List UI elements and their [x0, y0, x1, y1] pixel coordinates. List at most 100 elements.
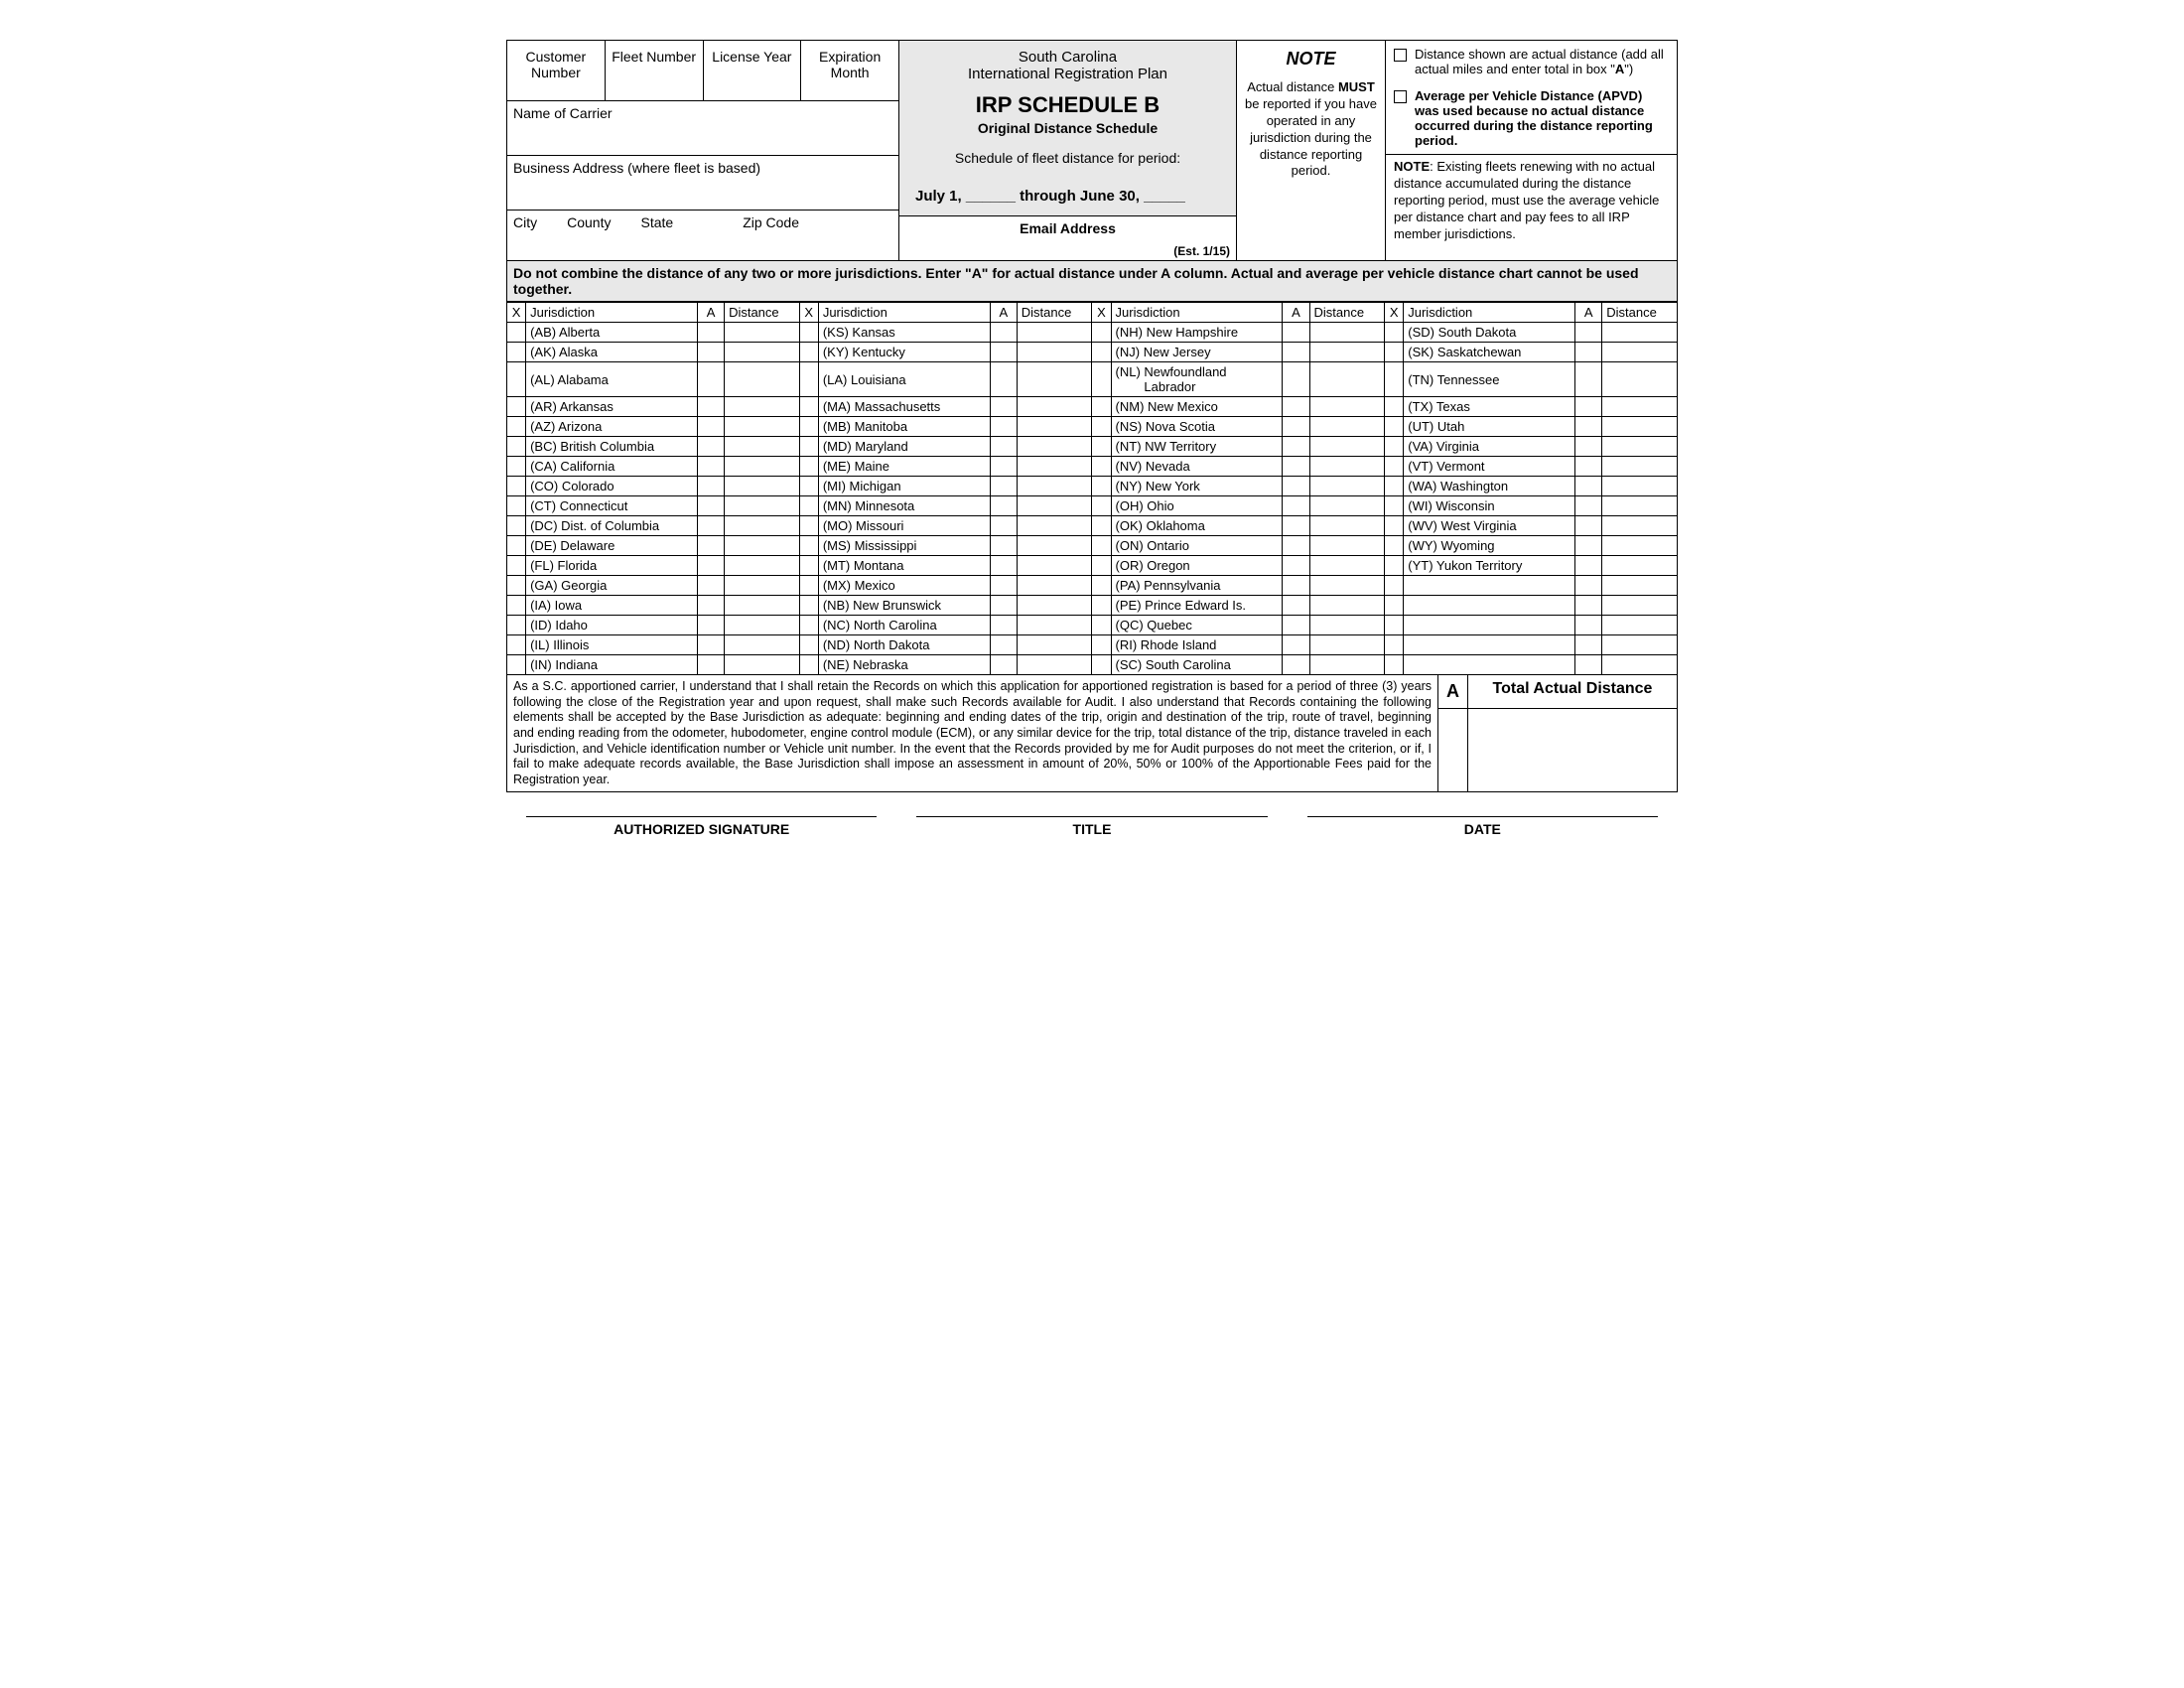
- x-cell[interactable]: [799, 596, 818, 616]
- x-cell[interactable]: [507, 343, 526, 362]
- x-cell[interactable]: [1092, 635, 1111, 655]
- a-cell[interactable]: [1575, 343, 1602, 362]
- x-cell[interactable]: [1092, 397, 1111, 417]
- distance-cell[interactable]: [1309, 635, 1385, 655]
- x-cell[interactable]: [507, 556, 526, 576]
- distance-cell[interactable]: [1309, 576, 1385, 596]
- a-cell[interactable]: [698, 616, 725, 635]
- x-cell[interactable]: [507, 536, 526, 556]
- fleet-number-field[interactable]: Fleet Number: [606, 41, 704, 100]
- x-cell[interactable]: [1385, 417, 1404, 437]
- a-cell[interactable]: [698, 496, 725, 516]
- a-cell[interactable]: [698, 556, 725, 576]
- title-field[interactable]: TITLE: [896, 816, 1287, 837]
- distance-cell[interactable]: [725, 343, 800, 362]
- distance-cell[interactable]: [1017, 323, 1092, 343]
- distance-cell[interactable]: [1309, 417, 1385, 437]
- a-cell[interactable]: [1283, 576, 1309, 596]
- total-distance-value[interactable]: [1438, 709, 1677, 791]
- a-cell[interactable]: [990, 397, 1017, 417]
- x-cell[interactable]: [507, 477, 526, 496]
- distance-cell[interactable]: [1602, 437, 1678, 457]
- a-cell[interactable]: [698, 635, 725, 655]
- x-cell[interactable]: [799, 616, 818, 635]
- a-cell[interactable]: [990, 655, 1017, 675]
- distance-cell[interactable]: [1309, 496, 1385, 516]
- x-cell[interactable]: [1092, 655, 1111, 675]
- x-cell[interactable]: [1385, 516, 1404, 536]
- x-cell[interactable]: [507, 323, 526, 343]
- a-cell[interactable]: [698, 536, 725, 556]
- x-cell[interactable]: [1092, 457, 1111, 477]
- a-cell[interactable]: [698, 457, 725, 477]
- x-cell[interactable]: [507, 655, 526, 675]
- distance-cell[interactable]: [1017, 477, 1092, 496]
- x-cell[interactable]: [1092, 556, 1111, 576]
- distance-cell[interactable]: [1309, 596, 1385, 616]
- a-cell[interactable]: [1283, 437, 1309, 457]
- a-cell[interactable]: [990, 362, 1017, 397]
- a-cell[interactable]: [1575, 457, 1602, 477]
- distance-cell[interactable]: [1017, 616, 1092, 635]
- a-cell[interactable]: [990, 437, 1017, 457]
- distance-cell[interactable]: [1602, 477, 1678, 496]
- distance-cell[interactable]: [725, 596, 800, 616]
- city-county-state-zip-row[interactable]: City County State Zip Code: [507, 211, 899, 260]
- a-cell[interactable]: [1283, 616, 1309, 635]
- distance-cell[interactable]: [725, 477, 800, 496]
- a-cell[interactable]: [698, 477, 725, 496]
- x-cell[interactable]: [507, 516, 526, 536]
- distance-cell[interactable]: [725, 616, 800, 635]
- distance-cell[interactable]: [1017, 536, 1092, 556]
- a-cell[interactable]: [990, 556, 1017, 576]
- distance-cell[interactable]: [1309, 536, 1385, 556]
- license-year-field[interactable]: License Year: [704, 41, 802, 100]
- x-cell[interactable]: [799, 655, 818, 675]
- x-cell[interactable]: [1385, 397, 1404, 417]
- distance-cell[interactable]: [1309, 616, 1385, 635]
- x-cell[interactable]: [799, 437, 818, 457]
- distance-cell[interactable]: [1017, 516, 1092, 536]
- x-cell[interactable]: [799, 516, 818, 536]
- x-cell[interactable]: [799, 417, 818, 437]
- x-cell[interactable]: [1092, 596, 1111, 616]
- x-cell[interactable]: [1092, 496, 1111, 516]
- a-cell[interactable]: [1575, 536, 1602, 556]
- distance-cell[interactable]: [1017, 496, 1092, 516]
- x-cell[interactable]: [1092, 576, 1111, 596]
- x-cell[interactable]: [1385, 556, 1404, 576]
- distance-cell[interactable]: [1309, 457, 1385, 477]
- a-cell[interactable]: [1283, 536, 1309, 556]
- x-cell[interactable]: [1385, 457, 1404, 477]
- a-cell[interactable]: [990, 635, 1017, 655]
- x-cell[interactable]: [799, 556, 818, 576]
- customer-number-field[interactable]: Customer Number: [507, 41, 606, 100]
- a-cell[interactable]: [990, 496, 1017, 516]
- x-cell[interactable]: [799, 362, 818, 397]
- x-cell[interactable]: [1385, 343, 1404, 362]
- x-cell[interactable]: [507, 596, 526, 616]
- carrier-name-field[interactable]: Name of Carrier: [507, 101, 899, 156]
- distance-cell[interactable]: [1017, 576, 1092, 596]
- a-cell[interactable]: [1283, 477, 1309, 496]
- x-cell[interactable]: [1385, 477, 1404, 496]
- a-cell[interactable]: [990, 596, 1017, 616]
- x-cell[interactable]: [507, 457, 526, 477]
- distance-cell[interactable]: [1602, 343, 1678, 362]
- x-cell[interactable]: [799, 635, 818, 655]
- a-cell[interactable]: [1575, 437, 1602, 457]
- a-cell[interactable]: [1575, 556, 1602, 576]
- distance-cell[interactable]: [1602, 536, 1678, 556]
- x-cell[interactable]: [507, 635, 526, 655]
- a-cell[interactable]: [1575, 362, 1602, 397]
- distance-cell[interactable]: [1017, 437, 1092, 457]
- a-cell[interactable]: [1575, 323, 1602, 343]
- a-cell[interactable]: [1575, 477, 1602, 496]
- x-cell[interactable]: [1092, 437, 1111, 457]
- distance-cell[interactable]: [1017, 362, 1092, 397]
- distance-cell[interactable]: [725, 576, 800, 596]
- x-cell[interactable]: [507, 496, 526, 516]
- a-cell[interactable]: [1283, 596, 1309, 616]
- distance-cell[interactable]: [1017, 655, 1092, 675]
- distance-cell[interactable]: [725, 556, 800, 576]
